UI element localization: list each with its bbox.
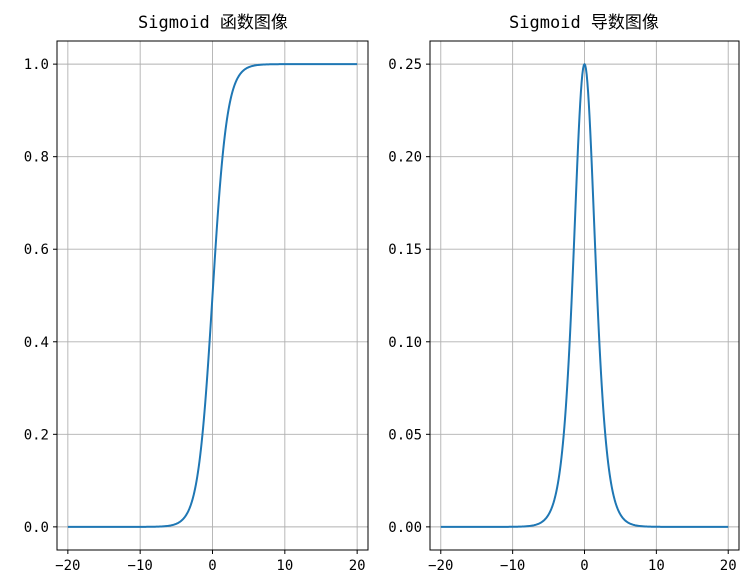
x-tick-label: 10 bbox=[648, 558, 665, 574]
y-tick-label: 0.25 bbox=[388, 57, 422, 73]
y-tick-label: 0.2 bbox=[24, 427, 49, 443]
y-tick-label: 0.0 bbox=[24, 520, 49, 536]
x-tick-label: −20 bbox=[428, 558, 453, 574]
y-tick-label: 0.05 bbox=[388, 427, 422, 443]
x-tick-label: −10 bbox=[128, 558, 153, 574]
y-tick-label: 0.4 bbox=[24, 335, 49, 351]
y-tick-label: 0.20 bbox=[388, 150, 422, 166]
right-subplot: Sigmoid 导数图像 −20 −10 0 10 20 0.00 0.05 0.10 0.15… bbox=[388, 13, 740, 574]
series-line bbox=[67, 63, 358, 528]
left-subplot: Sigmoid 函数图像 −20 −10 0 10 20 0.0 0.2 0.4 0.6 0.8 1… bbox=[24, 13, 369, 574]
y-tick-label: 1.0 bbox=[24, 57, 49, 73]
y-tick-label: 0.6 bbox=[24, 242, 49, 258]
y-tick-label: 0.8 bbox=[24, 150, 49, 166]
chart-title-derivative: Sigmoid 导数图像 bbox=[509, 13, 659, 33]
x-tick-label: 0 bbox=[580, 558, 588, 574]
x-tick-label: 20 bbox=[720, 558, 737, 574]
chart-title-sigmoid: Sigmoid 函数图像 bbox=[138, 13, 288, 33]
x-tick-label: 0 bbox=[208, 558, 216, 574]
x-tick-label: −20 bbox=[55, 558, 80, 574]
y-tick-label: 0.10 bbox=[388, 335, 422, 351]
series-line bbox=[440, 63, 729, 528]
x-tick-label: −10 bbox=[500, 558, 525, 574]
x-tick-label: 10 bbox=[276, 558, 293, 574]
y-tick-label: 0.00 bbox=[388, 520, 422, 536]
x-tick-label: 20 bbox=[349, 558, 366, 574]
y-tick-label: 0.15 bbox=[388, 242, 422, 258]
